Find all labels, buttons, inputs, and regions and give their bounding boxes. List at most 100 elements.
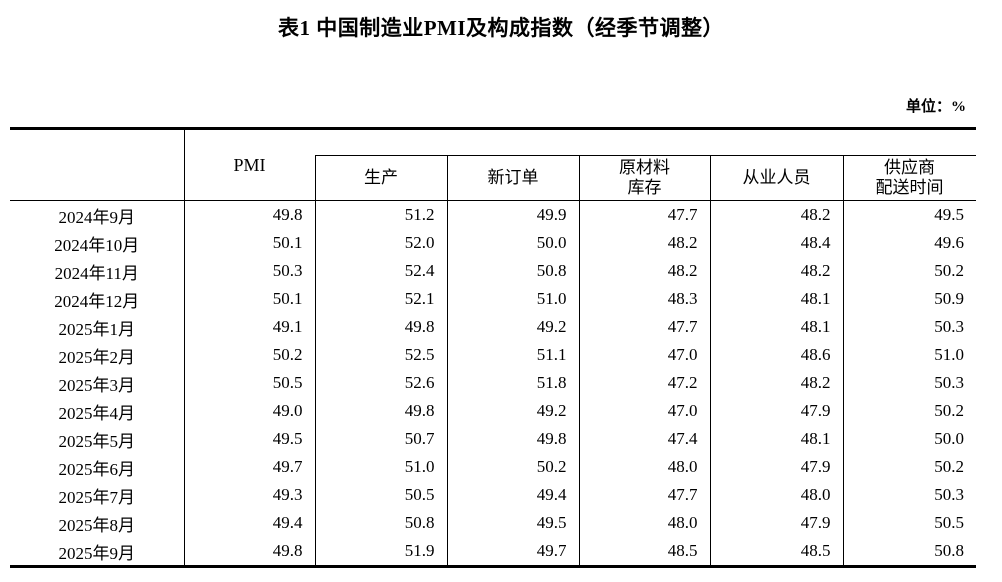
subheader-top-rule <box>315 155 976 156</box>
value-cell: 49.8 <box>315 397 448 425</box>
value-cell: 50.3 <box>934 485 964 504</box>
value-cell: 48.5 <box>579 537 711 565</box>
value-cell: 47.9 <box>710 453 844 481</box>
header-new-orders-label: 新订单 <box>487 167 539 187</box>
value-cell: 49.5 <box>934 205 964 224</box>
month-cell: 2025年6月 <box>10 453 185 481</box>
month-cell: 2025年5月 <box>10 425 185 453</box>
value-cell: 47.7 <box>579 481 711 509</box>
value-cell: 49.2 <box>447 313 580 341</box>
value-cell: 47.4 <box>579 425 711 453</box>
value-cell: 50.2 <box>447 453 580 481</box>
divider-pmi-production <box>315 155 316 200</box>
value-cell: 48.6 <box>710 341 844 369</box>
table-row: 2025年8月 49.4 50.8 49.5 48.0 47.9 50.5 <box>10 509 976 537</box>
table-header: PMI 生产 新订单 原材料 库存 从业人员 供应商 配送时间 <box>10 130 976 201</box>
value-cell: 49.8 <box>184 537 316 565</box>
value-cell: 48.2 <box>579 257 711 285</box>
value-cell: 51.0 <box>447 285 580 313</box>
header-production: 生产 <box>315 155 447 200</box>
value-cell: 47.0 <box>579 397 711 425</box>
value-cell: 52.6 <box>315 369 448 397</box>
value-cell: 51.0 <box>934 345 964 364</box>
divider-production-neworders <box>447 155 448 200</box>
value-cell: 51.2 <box>315 201 448 229</box>
value-cell: 51.8 <box>447 369 580 397</box>
value-cell: 52.5 <box>315 341 448 369</box>
value-cell: 48.2 <box>710 369 844 397</box>
value-cell: 49.7 <box>447 537 580 565</box>
value-cell: 49.8 <box>447 425 580 453</box>
value-cell: 49.9 <box>447 201 580 229</box>
header-raw-materials-inventory: 原材料 库存 <box>579 155 710 200</box>
value-cell: 50.3 <box>934 317 964 336</box>
header-raw-materials-line2: 库存 <box>627 177 662 197</box>
value-cell: 49.4 <box>447 481 580 509</box>
value-cell: 50.8 <box>315 509 448 537</box>
value-cell: 50.2 <box>184 341 316 369</box>
value-cell: 51.9 <box>315 537 448 565</box>
value-cell: 50.1 <box>184 229 316 257</box>
value-cell: 50.2 <box>934 261 964 280</box>
value-cell: 48.0 <box>579 509 711 537</box>
pmi-table: PMI 生产 新订单 原材料 库存 从业人员 供应商 配送时间 <box>10 127 976 568</box>
table-row: 2024年11月 50.3 52.4 50.8 48.2 48.2 50.2 <box>10 257 976 285</box>
value-cell: 50.2 <box>934 457 964 476</box>
value-cell: 49.3 <box>184 481 316 509</box>
value-cell: 48.1 <box>710 285 844 313</box>
value-cell: 50.5 <box>315 481 448 509</box>
table-row: 2025年9月 49.8 51.9 49.7 48.5 48.5 50.8 <box>10 537 976 565</box>
header-supplier-line2: 配送时间 <box>875 177 944 197</box>
value-cell: 49.6 <box>934 233 964 252</box>
value-cell: 49.8 <box>184 201 316 229</box>
value-cell: 52.0 <box>315 229 448 257</box>
value-cell: 49.1 <box>184 313 316 341</box>
month-cell: 2024年11月 <box>10 257 185 285</box>
value-cell: 47.9 <box>710 397 844 425</box>
value-cell: 47.9 <box>710 509 844 537</box>
month-cell: 2025年1月 <box>10 313 185 341</box>
table-row: 2025年3月 50.5 52.6 51.8 47.2 48.2 50.3 <box>10 369 976 397</box>
value-cell: 50.2 <box>934 401 964 420</box>
value-cell: 50.8 <box>447 257 580 285</box>
month-cell: 2024年10月 <box>10 229 185 257</box>
value-cell: 48.5 <box>710 537 844 565</box>
value-cell: 48.4 <box>710 229 844 257</box>
divider-employment-supplier <box>843 155 844 200</box>
value-cell: 51.1 <box>447 341 580 369</box>
month-cell: 2025年4月 <box>10 397 185 425</box>
value-cell: 50.8 <box>934 541 964 560</box>
header-production-label: 生产 <box>364 167 398 187</box>
value-cell: 47.7 <box>579 201 711 229</box>
value-cell: 48.0 <box>710 481 844 509</box>
pmi-data-grid: 2024年9月 49.8 51.2 49.9 47.7 48.2 49.5 2024年10月 5… <box>10 201 976 565</box>
table-row: 2025年5月 49.5 50.7 49.8 47.4 48.1 50.0 <box>10 425 976 453</box>
value-cell: 50.3 <box>184 257 316 285</box>
value-cell: 50.5 <box>934 513 964 532</box>
month-cell: 2024年12月 <box>10 285 185 313</box>
value-cell: 50.0 <box>447 229 580 257</box>
header-employment-label: 从业人员 <box>742 167 811 187</box>
header-supplier-line1: 供应商 <box>884 157 935 177</box>
header-pmi-label: PMI <box>233 155 266 175</box>
value-cell: 47.2 <box>579 369 711 397</box>
value-cell: 48.2 <box>710 201 844 229</box>
month-cell: 2025年7月 <box>10 481 185 509</box>
table-body: 2024年9月 49.8 51.2 49.9 47.7 48.2 49.5 2024年10月 5… <box>10 201 976 565</box>
value-cell: 48.1 <box>710 313 844 341</box>
month-cell: 2024年9月 <box>10 201 185 229</box>
value-cell: 50.7 <box>315 425 448 453</box>
value-cell: 52.1 <box>315 285 448 313</box>
table-row: 2025年1月 49.1 49.8 49.2 47.7 48.1 50.3 <box>10 313 976 341</box>
value-cell: 50.3 <box>934 373 964 392</box>
value-cell: 48.2 <box>579 229 711 257</box>
value-cell: 52.4 <box>315 257 448 285</box>
table-row: 2024年9月 49.8 51.2 49.9 47.7 48.2 49.5 <box>10 201 976 229</box>
value-cell: 48.3 <box>579 285 711 313</box>
month-cell: 2025年3月 <box>10 369 185 397</box>
table-row: 2024年12月 50.1 52.1 51.0 48.3 48.1 50.9 <box>10 285 976 313</box>
unit-label: 单位：% <box>905 99 966 115</box>
value-cell: 49.5 <box>447 509 580 537</box>
month-cell: 2025年9月 <box>10 537 185 565</box>
